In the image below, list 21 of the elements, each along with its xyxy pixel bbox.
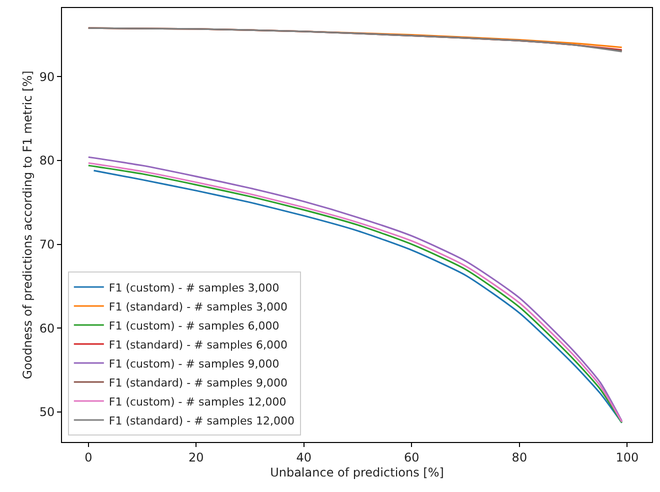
y-tick-label: 80 [39, 154, 55, 168]
legend-label: F1 (standard) - # samples 6,000 [108, 338, 288, 352]
legend-label: F1 (custom) - # samples 3,000 [108, 281, 280, 294]
x-tick-label: 80 [512, 450, 528, 464]
legend-label: F1 (custom) - # samples 12,000 [108, 395, 286, 408]
x-tick-label: 100 [616, 450, 639, 464]
x-tick-label: 60 [404, 450, 420, 464]
legend-label: F1 (standard) - # samples 3,000 [108, 300, 288, 314]
x-axis-title: Unbalance of predictions [%] [270, 465, 444, 480]
x-tick-label: 20 [188, 450, 204, 464]
y-tick-label: 70 [39, 237, 55, 252]
legend-label: F1 (custom) - # samples 6,000 [108, 319, 280, 332]
x-tick-label: 40 [296, 450, 312, 464]
x-tick-label: 0 [84, 450, 92, 464]
y-tick-label: 60 [39, 321, 55, 336]
y-tick-label: 90 [39, 70, 55, 84]
y-axis-title: Goodness of predictions according to F1 metric [%] [20, 70, 35, 380]
y-tick-label: 50 [39, 405, 55, 420]
legend-label: F1 (custom) - # samples 9,000 [108, 357, 280, 370]
legend-label: F1 (standard) - # samples 12,000 [108, 414, 294, 428]
legend-label: F1 (standard) - # samples 9,000 [108, 376, 288, 390]
